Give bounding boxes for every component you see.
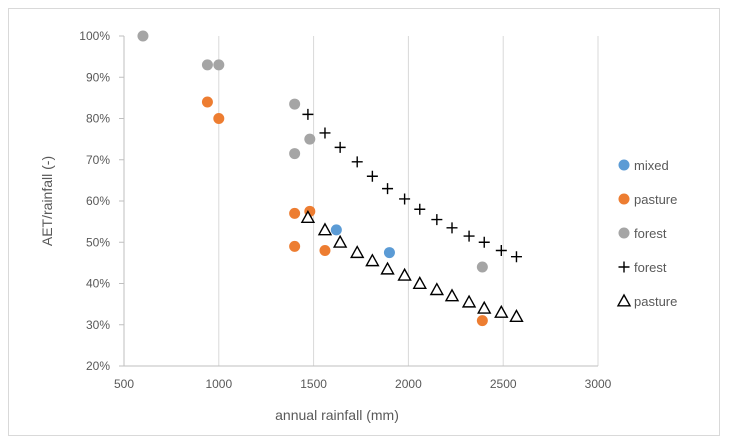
series-pasture-circle [201, 96, 488, 327]
data-point [350, 245, 365, 259]
data-point [476, 315, 488, 327]
data-point [319, 127, 331, 139]
y-axis-title: AET/rainfall (-) [39, 156, 55, 246]
legend-marker [618, 227, 630, 239]
data-point [444, 288, 460, 302]
x-tick-label: 1000 [205, 377, 232, 391]
data-point [510, 251, 522, 263]
y-tick-label: 100% [79, 29, 110, 43]
legend-marker [618, 193, 630, 205]
data-point [201, 59, 213, 71]
x-tick-label: 500 [114, 377, 134, 391]
x-tick-label: 2500 [490, 377, 517, 391]
data-point [478, 236, 490, 248]
legend-marker [618, 261, 630, 273]
y-tick-label: 90% [86, 70, 110, 84]
data-point [332, 234, 348, 248]
chart-area [8, 8, 720, 436]
data-point [289, 148, 301, 160]
grid-lines [123, 36, 599, 366]
y-tick-label: 70% [86, 153, 110, 167]
legend-label: mixed [634, 158, 669, 173]
data-point [289, 240, 301, 252]
y-tick-label: 80% [86, 112, 110, 126]
series-forest-circle [137, 30, 488, 273]
data-point [351, 156, 363, 168]
data-point [446, 222, 458, 234]
legend-label: forest [634, 260, 667, 275]
series-pasture-triangle [300, 210, 524, 322]
legend-item: pasture [616, 293, 677, 309]
legend: mixed pasture forest forest pasture [616, 158, 677, 309]
legend-item: forest [618, 260, 667, 275]
x-tick-label: 2000 [395, 377, 422, 391]
data-point [412, 276, 427, 289]
data-point [429, 282, 445, 296]
data-point [463, 230, 475, 242]
legend-item: mixed [618, 158, 669, 173]
data-point [397, 267, 412, 281]
data-point [365, 253, 380, 267]
data-point [319, 245, 331, 256]
data-point [213, 59, 225, 71]
data-point [317, 222, 333, 236]
series-forest-plus [302, 108, 522, 263]
data-point [431, 214, 443, 226]
data-point [477, 300, 492, 314]
legend-marker [618, 159, 630, 171]
series-mixed-circle [330, 224, 395, 259]
y-tick-label: 50% [86, 235, 110, 249]
data-point [414, 203, 426, 215]
data-point [302, 108, 314, 120]
data-point [382, 183, 394, 195]
data-points [137, 30, 524, 327]
data-point [509, 309, 524, 322]
data-point [494, 304, 509, 318]
data-point [476, 261, 488, 273]
legend-item: forest [618, 226, 667, 241]
data-point [399, 193, 411, 205]
y-tick-label: 20% [86, 359, 110, 373]
data-point [495, 245, 507, 256]
data-point [383, 247, 395, 259]
axes: 20% 30% 40% 50% 60% 70% 80% 90% 100% 500 1000 1500 2… [79, 29, 611, 391]
data-point [334, 141, 346, 153]
data-point [201, 96, 213, 108]
x-axis-title: annual rainfall (mm) [275, 407, 399, 423]
data-point [330, 224, 342, 236]
legend-marker [616, 293, 632, 307]
legend-label: forest [634, 226, 667, 241]
data-point [289, 207, 301, 219]
data-point [366, 170, 378, 182]
x-tick-label: 3000 [585, 377, 612, 391]
legend-label: pasture [634, 192, 677, 207]
legend-item: pasture [618, 192, 677, 207]
y-tick-label: 60% [86, 194, 110, 208]
data-point [380, 261, 395, 275]
data-point [289, 98, 301, 110]
y-tick-label: 30% [86, 318, 110, 332]
data-point [300, 210, 316, 223]
data-point [304, 133, 316, 145]
data-point [137, 30, 149, 42]
y-tick-label: 40% [86, 277, 110, 291]
x-tick-label: 1500 [300, 377, 327, 391]
data-point [461, 294, 477, 308]
data-point [213, 113, 225, 124]
legend-label: pasture [634, 294, 677, 309]
